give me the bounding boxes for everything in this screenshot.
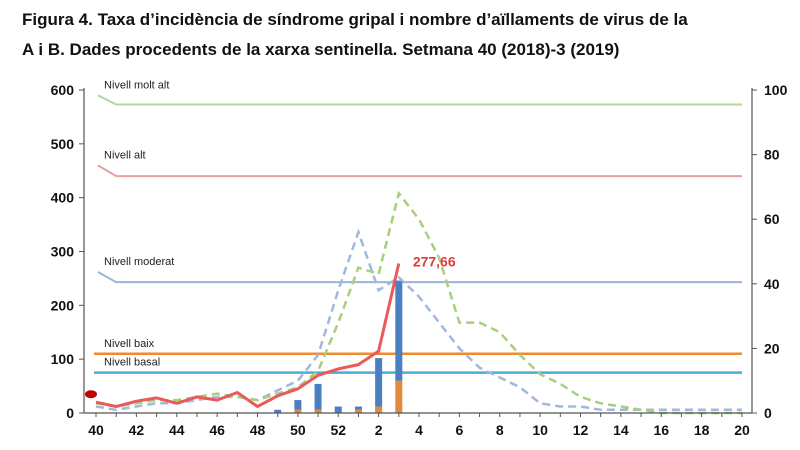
- series-dashed-green: [95, 190, 742, 415]
- x-tick-label: 2: [375, 422, 383, 438]
- x-tick-label: 50: [290, 422, 306, 438]
- left-tick-label: 200: [51, 297, 75, 313]
- bar-influenza-b: [375, 406, 383, 413]
- left-tick-label: 500: [51, 136, 75, 152]
- x-tick-label: 18: [694, 422, 710, 438]
- left-tick-label: 100: [51, 351, 75, 367]
- x-tick-label: 48: [250, 422, 266, 438]
- isolation-bars: [274, 280, 403, 413]
- bar-influenza-b: [294, 409, 302, 413]
- threshold-label: Nivell moderat: [104, 256, 174, 268]
- x-tick-label: 6: [455, 422, 463, 438]
- x-tick-label: 44: [169, 422, 185, 438]
- threshold-lines: [94, 94, 742, 374]
- x-tick-label: 10: [532, 422, 548, 438]
- right-tick-label: 100: [764, 82, 788, 98]
- start-marker: [85, 390, 97, 399]
- threshold-line: [97, 271, 742, 284]
- bar-influenza-a: [354, 406, 362, 410]
- bar-influenza-a: [395, 280, 403, 381]
- x-tick-label: 52: [330, 422, 346, 438]
- right-tick-label: 20: [764, 340, 780, 356]
- threshold-label: Nivell molt alt: [104, 79, 169, 91]
- x-tick-label: 8: [496, 422, 504, 438]
- left-tick-label: 0: [66, 405, 74, 421]
- right-tick-label: 0: [764, 405, 772, 421]
- left-tick-label: 400: [51, 190, 75, 206]
- x-tick-label: 20: [734, 422, 750, 438]
- dashed-series: [95, 190, 742, 415]
- bar-influenza-b: [395, 380, 403, 413]
- bar-influenza-a: [314, 383, 322, 410]
- threshold-label: Nivell alt: [104, 149, 146, 161]
- current-value-label: 277,66: [413, 254, 456, 270]
- threshold-line: [97, 94, 742, 106]
- threshold-label: Nivell baix: [104, 338, 155, 350]
- bar-influenza-b: [354, 409, 362, 413]
- current-season-series: [85, 263, 401, 408]
- labels: Nivell molt alt Nivell alt Nivell moderat N…: [51, 79, 788, 438]
- series-current-season: [95, 263, 401, 408]
- bar-influenza-a: [334, 406, 342, 413]
- bar-influenza-b: [314, 409, 322, 413]
- figure-title-line-1: Figura 4. Taxa d’incidència de síndrome …: [22, 10, 688, 29]
- x-tick-label: 46: [209, 422, 225, 438]
- x-tick-label: 12: [573, 422, 589, 438]
- x-tick-label: 16: [653, 422, 669, 438]
- figure-title-line-2: A i B. Dades procedents de la xarxa sent…: [22, 40, 620, 59]
- bar-influenza-a: [375, 358, 383, 407]
- axes: [79, 88, 757, 417]
- right-tick-label: 40: [764, 276, 780, 292]
- threshold-label: Nivell basal: [104, 357, 160, 369]
- bar-influenza-a: [274, 409, 282, 413]
- right-tick-label: 60: [764, 211, 780, 227]
- x-tick-label: 4: [415, 422, 423, 438]
- right-tick-label: 80: [764, 147, 780, 163]
- left-tick-label: 600: [51, 82, 75, 98]
- x-tick-label: 40: [88, 422, 104, 438]
- bar-influenza-a: [294, 400, 302, 410]
- left-tick-label: 300: [51, 244, 75, 260]
- x-tick-label: 42: [129, 422, 145, 438]
- x-tick-label: 14: [613, 422, 629, 438]
- threshold-line: [97, 164, 742, 178]
